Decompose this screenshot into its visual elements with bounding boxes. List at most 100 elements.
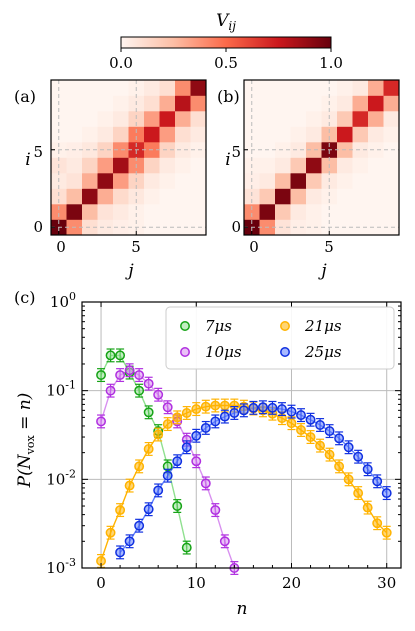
- data-point: [229, 408, 240, 418]
- data-point: [124, 536, 135, 547]
- x-tick-label: 30: [377, 574, 396, 592]
- heatmap-cell: [159, 111, 176, 127]
- heatmap-cell: [66, 95, 83, 112]
- heatmap-cell: [51, 126, 67, 143]
- heatmap-cell: [159, 173, 176, 189]
- heatmap-cell: [144, 95, 160, 112]
- heatmap-cell: [368, 80, 384, 96]
- heatmap-cell: [190, 126, 207, 143]
- data-point: [353, 451, 364, 462]
- heatmap-cell: [159, 95, 176, 112]
- heatmap-cell: [175, 188, 191, 205]
- data-point: [219, 536, 230, 547]
- legend: 7μs 10μs 21μs 25μs: [165, 306, 395, 370]
- y-tick-label: 10-2: [46, 467, 76, 488]
- data-point: [134, 461, 145, 472]
- heatmap-cell: [97, 95, 114, 112]
- heatmap-cell: [275, 188, 291, 205]
- data-point: [153, 429, 164, 440]
- heatmap-cell: [306, 173, 322, 189]
- heatmap-cell: [321, 188, 338, 205]
- heatmap-cell: [113, 142, 129, 158]
- heatmap-cell: [352, 204, 369, 220]
- heatmap-cell: [321, 126, 338, 143]
- heatmap-cell: [244, 188, 260, 205]
- heatmap-cell: [290, 80, 307, 96]
- colorbar-tick-label: 0.0: [109, 54, 133, 72]
- heatmap-cell: [259, 95, 276, 112]
- heatmap-cell: [383, 95, 400, 112]
- heatmap-cell: [190, 111, 207, 127]
- heatmap-cell: [159, 157, 176, 174]
- heatmap-cell: [383, 157, 400, 174]
- heatmap-cell: [306, 95, 322, 112]
- data-point: [219, 411, 230, 422]
- heatmap-cell: [337, 111, 353, 127]
- plot-ylabel: P(Nvox = n): [15, 393, 37, 489]
- data-point: [305, 414, 316, 425]
- plot-frame: [81, 301, 402, 569]
- heatmap-cell: [368, 111, 384, 127]
- legend-label: 25μs: [304, 343, 342, 361]
- heatmap-cell: [97, 219, 114, 236]
- data-point: [219, 400, 230, 411]
- heatmap-cell: [175, 219, 191, 236]
- data-point: [257, 402, 268, 413]
- heatmap-cell: [290, 173, 307, 189]
- heatmap-cell: [337, 126, 353, 143]
- data-point: [210, 505, 221, 516]
- heatmap-cell: [290, 219, 307, 236]
- heatmap-cell: [175, 142, 191, 158]
- heatmap-cell: [175, 111, 191, 127]
- heatmap-cell: [97, 80, 114, 96]
- legend-marker: [280, 347, 290, 357]
- heatmap-cell: [144, 80, 160, 96]
- heatmap-b-xtick: 0: [249, 238, 259, 256]
- data-point: [296, 425, 306, 435]
- heatmap-cell: [190, 95, 207, 112]
- heatmap-cell: [352, 111, 369, 127]
- heatmap-cell: [159, 204, 176, 220]
- heatmap-cell: [290, 204, 307, 220]
- data-point: [191, 404, 202, 415]
- heatmap-cell: [290, 95, 307, 112]
- heatmap-cell: [97, 157, 114, 174]
- data-point: [353, 488, 364, 499]
- heatmap-cell: [275, 80, 291, 96]
- heatmap-cell: [66, 126, 83, 143]
- data-point: [210, 400, 221, 411]
- data-point: [181, 408, 192, 418]
- heatmap-b-ylabel: i: [225, 150, 230, 170]
- heatmap-cell: [259, 173, 276, 189]
- heatmap-cell: [290, 188, 307, 205]
- data-point: [324, 449, 335, 460]
- heatmap-a-ytick: 0: [33, 218, 43, 236]
- heatmap-cell: [306, 142, 322, 158]
- heatmap-cell: [66, 204, 83, 220]
- heatmap-cell: [97, 173, 114, 189]
- x-tick-label: 10: [187, 574, 206, 592]
- heatmap-a-xtick: 5: [131, 238, 141, 256]
- heatmap-cell: [66, 157, 83, 174]
- heatmap-cell: [337, 157, 353, 174]
- data-point: [296, 410, 306, 421]
- heatmap-cell: [306, 157, 322, 174]
- heatmap-cell: [352, 157, 369, 174]
- heatmap-cell: [290, 142, 307, 158]
- heatmap-cell: [82, 157, 98, 174]
- data-point: [315, 440, 326, 451]
- heatmap-cell: [306, 126, 322, 143]
- heatmap-cell: [259, 204, 276, 220]
- data-point: [96, 370, 106, 381]
- heatmap-cell: [82, 126, 98, 143]
- data-point: [162, 470, 173, 481]
- data-point: [172, 456, 183, 467]
- heatmap-a-ylabel: i: [25, 150, 30, 170]
- colorbar: Vij 0.0 0.5 1.0: [109, 11, 343, 72]
- heatmap-cell: [306, 80, 322, 96]
- data-point: [153, 389, 164, 400]
- heatmap-cell: [82, 204, 98, 220]
- heatmap-cell: [383, 126, 400, 143]
- y-tick-label: 10-1: [46, 379, 76, 400]
- data-point: [143, 444, 154, 454]
